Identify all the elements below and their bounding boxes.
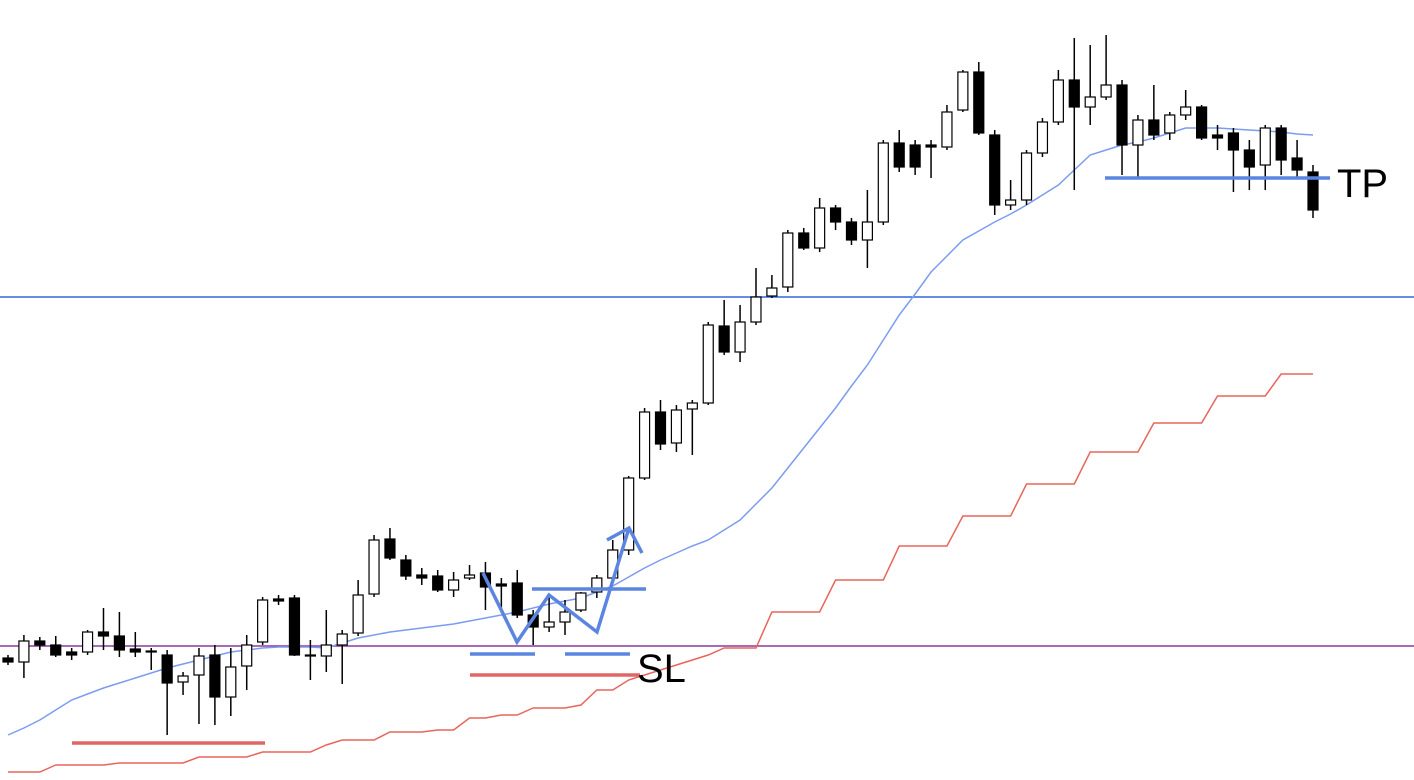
candle-body xyxy=(336,633,348,646)
candle-body xyxy=(272,598,285,602)
candle-body xyxy=(416,574,428,579)
candle-body xyxy=(734,321,746,353)
candle-body xyxy=(782,232,794,288)
overlay-line xyxy=(7,127,1314,736)
candle-body xyxy=(2,657,14,663)
candle-body xyxy=(575,592,587,611)
candle-body xyxy=(766,287,778,297)
candle-body xyxy=(750,296,762,323)
candle-body xyxy=(686,402,698,410)
candle-body xyxy=(1068,79,1080,108)
candle-body xyxy=(814,207,826,249)
candle-body xyxy=(1227,132,1240,151)
candle-body xyxy=(909,144,921,168)
candle-body xyxy=(384,538,396,559)
candle-body xyxy=(1036,121,1049,154)
candle-body xyxy=(50,644,62,656)
candle-body xyxy=(432,575,444,591)
sl-label: SL xyxy=(637,647,686,691)
candle-body xyxy=(798,232,810,249)
candle-body xyxy=(1052,79,1064,123)
candle-body xyxy=(893,142,905,168)
candle-body xyxy=(209,654,221,698)
candle-body xyxy=(989,134,1001,206)
candle-body xyxy=(623,477,635,551)
candle-body xyxy=(1084,96,1096,108)
candle-body xyxy=(18,640,30,663)
candle-body xyxy=(320,644,332,657)
candle-body xyxy=(957,71,969,111)
candle-body xyxy=(225,666,237,698)
candle-body xyxy=(511,582,523,616)
candle-body xyxy=(352,594,364,634)
overlay-line xyxy=(8,373,1313,773)
tp-label: TP xyxy=(1337,162,1388,206)
candle-body xyxy=(1132,119,1144,146)
candle-body xyxy=(1211,134,1224,139)
candle-body xyxy=(1259,127,1271,166)
candle-body xyxy=(257,599,269,643)
candle-body xyxy=(845,221,858,241)
candle-body xyxy=(1195,106,1208,139)
candle-body xyxy=(448,579,460,591)
candle-body xyxy=(177,675,189,683)
candle-body xyxy=(97,631,110,637)
candle-body xyxy=(66,651,78,656)
candle-body xyxy=(241,644,253,667)
candle-body xyxy=(400,559,412,577)
candle-body xyxy=(654,411,667,445)
candle-body xyxy=(702,324,714,404)
candle-body xyxy=(368,539,380,595)
candle-body xyxy=(1116,84,1128,146)
candle-body xyxy=(591,577,603,593)
candle-body xyxy=(113,635,126,651)
candle-body xyxy=(1307,171,1319,211)
candle-body xyxy=(161,654,173,684)
candle-body xyxy=(543,621,555,628)
candle-body xyxy=(193,655,205,676)
candle-body xyxy=(670,409,683,444)
candle-body xyxy=(559,611,571,623)
candle-body xyxy=(129,648,141,653)
plot-area xyxy=(2,35,1319,773)
candle-body xyxy=(877,142,889,223)
candle-body xyxy=(718,325,730,353)
candle-body xyxy=(1005,199,1017,206)
candle-body xyxy=(1243,149,1255,168)
candle-body xyxy=(973,71,985,134)
candle-body xyxy=(829,207,842,223)
candle-body xyxy=(1164,114,1176,134)
candle-body xyxy=(288,597,301,656)
drawings xyxy=(72,176,1330,745)
candle-body xyxy=(145,650,157,653)
candle-body xyxy=(638,411,651,479)
candle-body xyxy=(81,631,94,653)
candle-body xyxy=(304,654,316,657)
candle-body xyxy=(925,144,937,148)
candle-body xyxy=(1275,127,1287,161)
candle-body xyxy=(1020,152,1033,201)
candle-body xyxy=(34,640,46,646)
pattern-zigzag xyxy=(481,527,631,646)
candle-body xyxy=(1291,157,1303,171)
pattern-arrow xyxy=(606,525,644,554)
candle-body xyxy=(1180,106,1192,116)
candle-body xyxy=(861,221,873,241)
candle-body xyxy=(1148,119,1160,136)
candle-body xyxy=(1100,84,1112,98)
candle-body xyxy=(941,111,953,148)
candle-body xyxy=(495,583,507,587)
candle-body xyxy=(463,574,476,579)
